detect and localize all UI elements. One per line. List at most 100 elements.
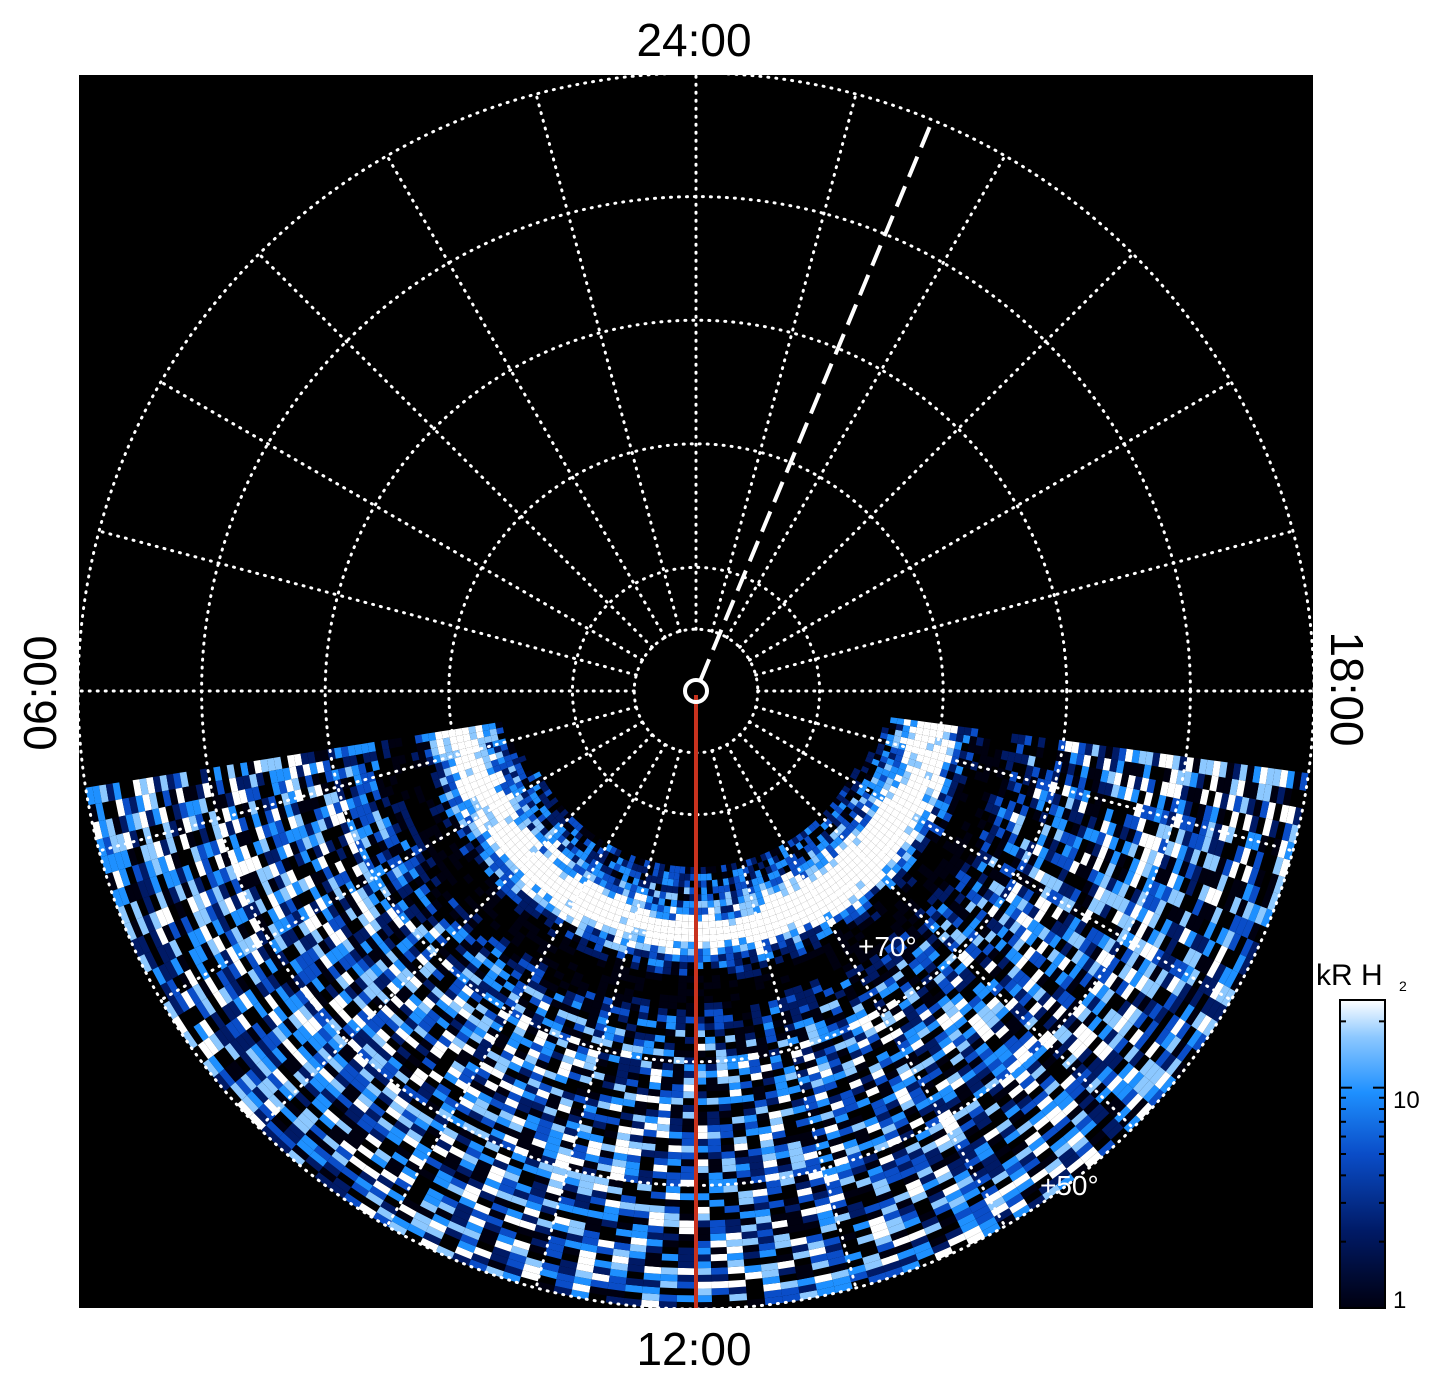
emission-cell xyxy=(1160,918,1173,936)
emission-cell xyxy=(1099,820,1111,834)
emission-cell xyxy=(352,1033,367,1049)
emission-cell xyxy=(712,886,719,894)
emission-cell xyxy=(322,921,335,937)
emission-cell xyxy=(149,929,163,949)
emission-cell xyxy=(1202,939,1216,958)
emission-cell xyxy=(867,1165,884,1177)
emission-cell xyxy=(386,1131,403,1146)
emission-cell xyxy=(1123,1045,1140,1063)
emission-cell xyxy=(521,1090,537,1102)
emission-cell xyxy=(721,1144,735,1152)
emission-cell xyxy=(1100,988,1116,1005)
emission-cell xyxy=(630,1127,645,1136)
emission-cell xyxy=(984,1077,1000,1092)
emission-cell xyxy=(244,857,256,874)
emission-cell xyxy=(738,1197,754,1206)
emission-cell xyxy=(182,1030,198,1049)
emission-cell xyxy=(1086,854,1098,869)
emission-cell xyxy=(636,1183,652,1192)
emission-cell xyxy=(714,1029,725,1037)
emission-cell xyxy=(759,1249,777,1258)
emission-cell xyxy=(1079,1119,1097,1137)
emission-cell xyxy=(1117,867,1129,883)
emission-cell xyxy=(1096,1065,1113,1083)
emission-cell xyxy=(423,1032,438,1046)
emission-cell xyxy=(684,1064,695,1072)
emission-cell xyxy=(471,1103,487,1117)
emission-cell xyxy=(1185,879,1198,897)
emission-cell xyxy=(185,800,196,817)
emission-cell xyxy=(1061,994,1076,1010)
emission-cell xyxy=(1131,1097,1149,1116)
emission-cell xyxy=(573,1094,588,1105)
emission-cell xyxy=(399,1003,414,1017)
emission-cell xyxy=(311,977,326,993)
emission-cell xyxy=(815,1279,834,1291)
emission-cell xyxy=(1146,778,1156,794)
emission-cell xyxy=(905,1178,923,1192)
emission-cell xyxy=(910,1062,925,1075)
emission-cell xyxy=(943,724,952,733)
emission-cell xyxy=(236,891,249,908)
emission-cell xyxy=(573,1199,590,1210)
emission-cell xyxy=(889,717,898,724)
emission-cell xyxy=(1136,891,1149,907)
emission-cell xyxy=(303,966,317,982)
emission-cell xyxy=(725,952,735,961)
emission-cell xyxy=(1093,886,1106,901)
emission-cell xyxy=(694,1132,708,1139)
emission-cell xyxy=(130,882,143,901)
emission-cell xyxy=(964,1099,981,1114)
emission-cell xyxy=(876,1110,891,1123)
emission-cell xyxy=(680,1193,695,1201)
emission-cell xyxy=(199,768,209,784)
emission-cell xyxy=(229,1060,246,1078)
emission-cell xyxy=(256,1039,272,1056)
emission-cell xyxy=(413,1117,430,1131)
emission-cell xyxy=(972,1085,989,1100)
emission-cell xyxy=(153,840,165,859)
emission-cell xyxy=(715,920,723,928)
emission-cell xyxy=(754,1208,771,1218)
emission-cell xyxy=(280,1106,298,1123)
emission-cell xyxy=(906,1056,922,1069)
emission-cell xyxy=(873,1141,890,1153)
emission-cell xyxy=(231,790,242,806)
emission-cell xyxy=(1010,1064,1027,1079)
emission-cell xyxy=(553,1285,573,1297)
emission-cell xyxy=(417,1086,433,1101)
emission-cell xyxy=(744,1271,763,1280)
emission-cell xyxy=(522,1263,542,1275)
emission-cell xyxy=(748,1154,763,1164)
emission-cell xyxy=(1117,882,1130,898)
emission-cell xyxy=(565,1120,580,1131)
emission-cell xyxy=(1148,896,1161,913)
emission-cell xyxy=(1174,961,1189,980)
emission-cell xyxy=(1042,1184,1061,1201)
emission-cell xyxy=(332,1033,348,1049)
emission-cell xyxy=(102,836,114,856)
emission-cell xyxy=(885,1216,904,1229)
emission-cell xyxy=(1117,1000,1132,1017)
emission-cell xyxy=(498,1109,514,1122)
emission-cell xyxy=(707,907,715,915)
emission-cell xyxy=(1247,867,1260,886)
emission-cell xyxy=(975,1210,995,1226)
emission-cell xyxy=(913,1159,931,1173)
emission-cell xyxy=(501,1073,516,1086)
emission-cell xyxy=(441,730,450,739)
emission-cell xyxy=(893,1191,911,1204)
emission-cell xyxy=(1108,836,1120,851)
emission-cell xyxy=(176,954,191,973)
emission-cell xyxy=(777,1163,793,1173)
emission-cell xyxy=(1165,754,1174,769)
emission-cell xyxy=(1152,932,1166,949)
emission-cell xyxy=(710,1247,727,1255)
emission-cell xyxy=(1148,880,1161,897)
emission-cell xyxy=(1191,898,1205,916)
emission-cell xyxy=(1118,747,1127,762)
emission-cell xyxy=(642,1279,661,1288)
emission-cell xyxy=(1197,867,1209,885)
emission-cell xyxy=(763,1166,779,1175)
emission-cell xyxy=(1248,903,1261,923)
